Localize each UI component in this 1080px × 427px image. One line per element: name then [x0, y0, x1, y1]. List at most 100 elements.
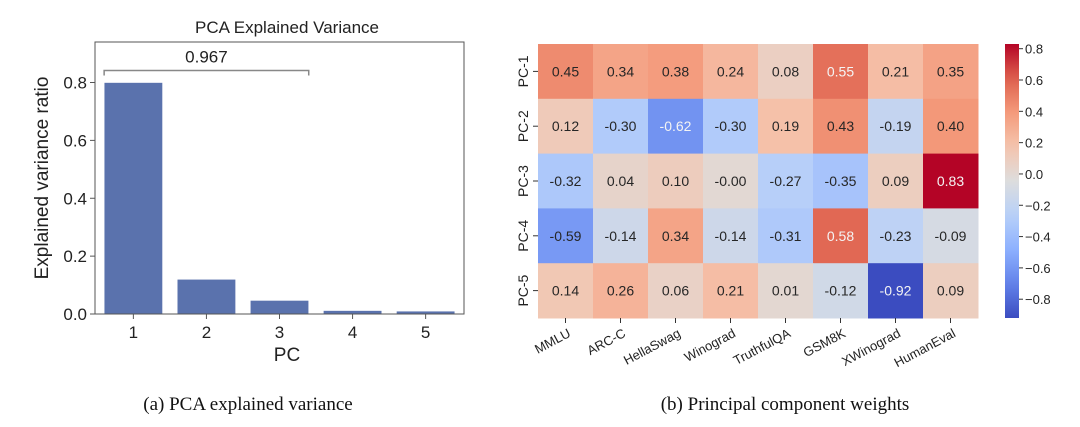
- heatmap-cell: [758, 98, 814, 155]
- colorbar-tick-label: 0.0: [1025, 167, 1043, 182]
- bars: [103, 82, 456, 315]
- heatmap-cell-value: 0.38: [662, 63, 689, 79]
- heatmap-cell: [538, 208, 594, 264]
- colorbar-ticks: 0.8 0.6 0.4 0.2 0.0 −0.2 −0.4 −0.6 −0.8: [1019, 42, 1051, 307]
- heatmap-cell-value: 0.26: [607, 283, 634, 299]
- x-tick-label: 3: [275, 323, 284, 342]
- caption-b: (b) Principal component weights: [661, 394, 910, 415]
- colorbar-tick-label: −0.8: [1025, 292, 1051, 307]
- heatmap-cell-value: 0.45: [552, 63, 579, 79]
- y-tick-label: 0.2: [63, 247, 87, 266]
- column-label: MMLU: [532, 325, 573, 356]
- heatmap-cell: [538, 153, 594, 209]
- heatmap-cell-value: 0.83: [937, 173, 964, 189]
- heatmap-cell: [538, 44, 594, 100]
- caption-a: (a) PCA explained variance: [143, 394, 352, 415]
- row-label: PC-4: [515, 220, 531, 252]
- heatmap-cell: [868, 98, 924, 155]
- heatmap-cell-value: -0.35: [825, 173, 857, 189]
- heatmap-cell: [703, 263, 759, 319]
- row-label: PC-1: [515, 55, 531, 87]
- y-axis-ticks: 0.0 0.2 0.4 0.6 0.8: [63, 74, 95, 324]
- heatmap-cell-value: 0.24: [717, 63, 744, 79]
- heatmap-cell-value: -0.32: [550, 173, 582, 189]
- heatmap-cell-value: -0.62: [660, 118, 692, 134]
- heatmap-cell: [923, 44, 979, 100]
- heatmap-cell: [593, 44, 649, 100]
- heatmap-cell-value: 0.21: [882, 63, 909, 79]
- heatmap-cell: [648, 44, 704, 100]
- colorbar-tick-label: −0.6: [1025, 261, 1051, 276]
- x-tick-label: 5: [421, 323, 430, 342]
- heatmap-cell: [703, 208, 759, 264]
- heatmap-cell: [813, 98, 869, 155]
- x-axis-ticks: 1 2 3 4 5: [129, 314, 430, 342]
- heatmap-cell: [868, 44, 924, 100]
- cumulative-bracket: [103, 69, 310, 76]
- column-label: ARC-C: [585, 325, 628, 358]
- bar-chart: PCA Explained Variance 0.0 0.2 0.4 0.6 0.8 1…: [32, 18, 465, 415]
- heatmap-cell: [758, 263, 814, 319]
- heatmap-cell: [923, 98, 979, 155]
- heatmap-cell: [758, 208, 814, 264]
- heatmap-cell: [923, 208, 979, 264]
- y-tick-label: 0.8: [63, 74, 87, 93]
- heatmap-cell: [593, 153, 649, 209]
- heatmap-cell-value: -0.27: [770, 173, 802, 189]
- heatmap-cell: [813, 44, 869, 100]
- x-tick-label: 2: [202, 323, 211, 342]
- heatmap-cell: [648, 208, 704, 264]
- heatmap-cell-value: -0.19: [880, 118, 912, 134]
- y-tick-label: 0.4: [63, 189, 87, 208]
- bar: [323, 310, 383, 315]
- heatmap-cell-value: -0.14: [605, 228, 637, 244]
- heatmap-cell: [813, 208, 869, 264]
- heatmap-cell-value: 0.01: [772, 283, 799, 299]
- heatmap-cell: [593, 98, 649, 155]
- bar-chart-title: PCA Explained Variance: [195, 18, 379, 37]
- colorbar-tick-label: 0.4: [1025, 104, 1043, 119]
- column-label: TruthfulQA: [731, 325, 793, 368]
- heatmap-cell-value: -0.00: [715, 173, 747, 189]
- heatmap-cell-value: 0.34: [662, 228, 689, 244]
- heatmap-cell-value: -0.31: [770, 228, 802, 244]
- heatmap-cell: [868, 263, 924, 319]
- y-tick-label: 0.6: [63, 131, 87, 150]
- row-label: PC-5: [515, 274, 531, 306]
- heatmap-cell-value: -0.30: [605, 118, 637, 134]
- cumulative-variance-label: 0.967: [185, 48, 228, 67]
- heatmap-cell: [923, 153, 979, 209]
- heatmap-cell-value: 0.34: [607, 63, 634, 79]
- heatmap-cell: [538, 98, 594, 155]
- bar: [103, 82, 163, 315]
- heatmap-cell-value: -0.59: [550, 228, 582, 244]
- y-axis-label: Explained variance ratio: [32, 77, 53, 280]
- heatmap: 0.45 0.34 0.38 0.24 0.08 0.55 0.21 0.35 0.12 -0.3…: [515, 42, 1051, 415]
- heatmap-cell-value: 0.21: [717, 283, 744, 299]
- heatmap-cell-value: 0.19: [772, 118, 799, 134]
- row-labels: PC-1 PC-2 PC-3 PC-4 PC-5: [515, 55, 538, 307]
- heatmap-cell-value: 0.43: [827, 118, 854, 134]
- heatmap-cell-value: 0.58: [827, 228, 854, 244]
- heatmap-cell-value: 0.35: [937, 63, 964, 79]
- heatmap-cell-value: -0.92: [880, 283, 912, 299]
- heatmap-cell: [538, 263, 594, 319]
- heatmap-cell: [813, 263, 869, 319]
- heatmap-cell-value: 0.09: [882, 173, 909, 189]
- heatmap-cell: [703, 44, 759, 100]
- heatmap-cell-value: -0.12: [825, 283, 857, 299]
- heatmap-cell-value: 0.09: [937, 283, 964, 299]
- heatmap-cell-value: 0.40: [937, 118, 964, 134]
- heatmap-cell: [868, 208, 924, 264]
- colorbar: [1005, 44, 1019, 318]
- heatmap-cells: 0.45 0.34 0.38 0.24 0.08 0.55 0.21 0.35 0.12 -0.3…: [538, 44, 979, 319]
- colorbar-tick-label: 0.8: [1025, 42, 1043, 57]
- heatmap-cell: [593, 263, 649, 319]
- heatmap-cell-value: -0.30: [715, 118, 747, 134]
- heatmap-cell: [703, 98, 759, 155]
- heatmap-cell-value: 0.06: [662, 283, 689, 299]
- heatmap-cell-value: -0.23: [880, 228, 912, 244]
- heatmap-cell-value: 0.10: [662, 173, 689, 189]
